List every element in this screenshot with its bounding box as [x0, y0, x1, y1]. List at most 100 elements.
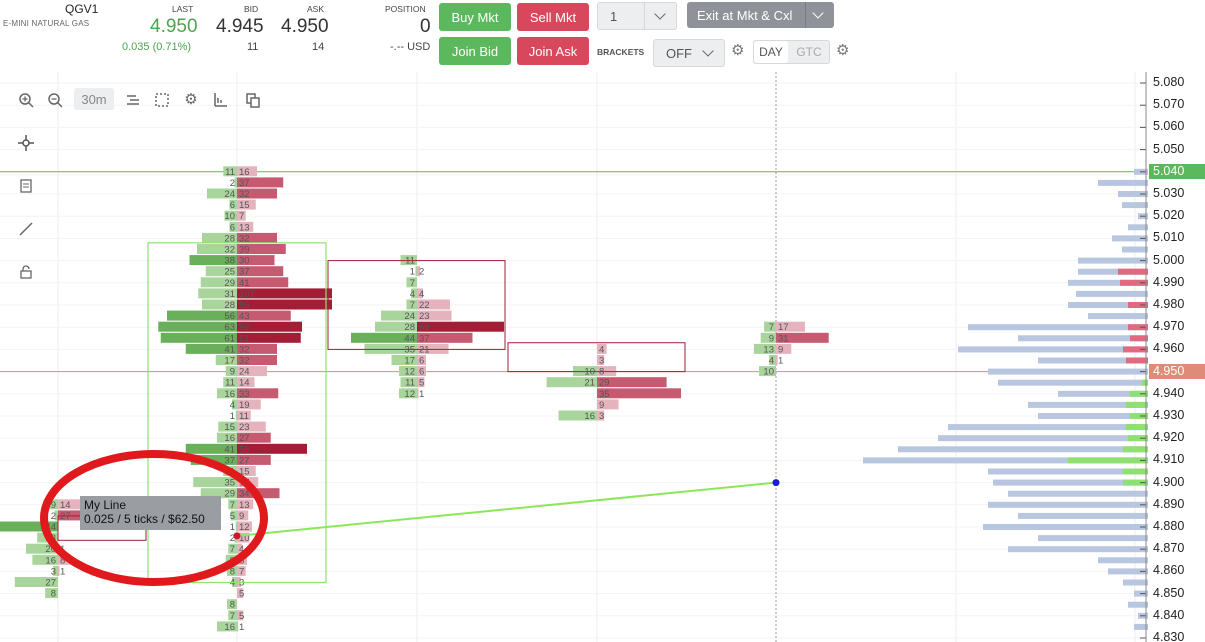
price-tick-label: 4.840 — [1153, 607, 1185, 622]
candle-5-bid-value: 9 — [769, 333, 774, 344]
candle-3-bid-bar — [351, 332, 417, 343]
candle-2-ask-bar — [237, 288, 332, 299]
notes-icon[interactable] — [13, 173, 39, 199]
volume-profile-bar — [958, 346, 1148, 353]
candle-2-bid-value: 56 — [224, 311, 235, 322]
candle-5-ask-value: 9 — [778, 344, 783, 355]
volume-profile-bar — [1122, 202, 1148, 209]
quantity-select[interactable]: 1 — [597, 2, 677, 30]
time-in-force-toggle[interactable]: DAY GTC — [753, 40, 830, 64]
selection-icon[interactable] — [152, 90, 172, 110]
candle-2-bid-bar — [185, 443, 237, 454]
symbol[interactable]: QGV1 — [65, 2, 99, 16]
candle-2-ask-value: 11 — [239, 411, 249, 422]
template-icon[interactable] — [243, 90, 263, 110]
buy-market-button[interactable]: Buy Mkt — [439, 3, 511, 31]
candle-2-bid-bar — [234, 177, 237, 188]
price-tick-label: 5.070 — [1153, 97, 1185, 112]
candle-2-bid-bar — [232, 399, 237, 410]
candle-3-ask-bar — [417, 388, 419, 399]
candle-2-bid-value: 41 — [224, 444, 235, 455]
chart-type-icon[interactable] — [210, 90, 230, 110]
volume-profile-bar — [1058, 390, 1148, 397]
price-tick-label: 5.000 — [1153, 252, 1185, 267]
price-tick-label: 5.010 — [1153, 230, 1185, 245]
bars-icon[interactable] — [123, 90, 143, 110]
sell-market-button[interactable]: Sell Mkt — [517, 3, 589, 31]
candle-2-ask-bar — [237, 510, 249, 521]
volume-profile-bar — [1068, 302, 1148, 308]
candle-2-bid-value: 11 — [225, 167, 235, 178]
candle-1-bid-bar — [26, 543, 58, 554]
candle-3-ask-value: 6 — [419, 367, 424, 378]
candle-5-bid-value: 7 — [769, 322, 774, 333]
volume-profile-buy — [1130, 390, 1148, 397]
candle-2-bid-value: 15 — [224, 422, 235, 433]
candle-4-ask-bar — [597, 388, 681, 399]
candle-3-bid-value: 12 — [404, 389, 415, 400]
candle-2-bid-bar — [205, 266, 237, 277]
candle-1-ask-value: 27 — [60, 511, 71, 522]
trend-line-start-point — [233, 532, 241, 540]
candle-1-bid-bar — [45, 588, 58, 599]
zoom-in-icon[interactable] — [16, 90, 36, 110]
brackets-settings-icon[interactable]: ⚙ — [731, 42, 745, 59]
join-ask-button[interactable]: Join Ask — [517, 37, 589, 65]
crosshair-icon[interactable] — [13, 130, 39, 156]
footprint-chart[interactable]: 11 16 2 37 24 32 6 15 10 7 6 13 28 32 32 39 38 30 25 37 29 41… — [0, 72, 1205, 642]
settings-icon[interactable]: ⚙ — [184, 90, 198, 108]
candle-3-box — [327, 260, 506, 350]
candle-2-ask-bar — [237, 266, 284, 277]
exit-at-market-button[interactable]: Exit at Mkt & Cxl — [687, 2, 834, 28]
line-tool-icon[interactable] — [13, 216, 39, 242]
volume-profile-bar — [1108, 568, 1148, 575]
order-settings-icon[interactable]: ⚙ — [836, 42, 850, 59]
candle-2-bid-value: 41 — [224, 344, 235, 355]
join-bid-button[interactable]: Join Bid — [439, 37, 511, 65]
position-label: POSITION — [385, 4, 426, 14]
candle-2-bid-bar — [185, 343, 237, 354]
price-tick-label: 4.970 — [1153, 319, 1185, 334]
candle-2-bid-bar — [217, 432, 237, 443]
candle-4-ask-value: 3 — [599, 356, 604, 367]
candle-3-bid-bar — [391, 355, 417, 365]
price-tick-label: 4.910 — [1153, 452, 1185, 467]
candle-4-ask-bar — [597, 343, 607, 354]
candle-2-ask-value: 13 — [239, 500, 250, 511]
volume-profile-bar — [1112, 235, 1148, 242]
volume-profile-buy — [1123, 468, 1148, 475]
last-label: LAST — [172, 4, 194, 14]
lock-icon[interactable] — [13, 259, 39, 285]
candle-2-ask-bar — [237, 177, 284, 188]
candle-1-ask-bar — [58, 499, 81, 510]
volume-profile-bar — [938, 435, 1148, 442]
tif-gtc-option[interactable]: GTC — [796, 45, 822, 59]
timeframe-button[interactable]: 30m — [74, 88, 114, 110]
candle-2-bid-value: 25 — [224, 267, 235, 278]
candle-3-bid-value: 1 — [410, 267, 415, 278]
candle-2-ask-value: 86 — [239, 300, 250, 311]
brackets-select[interactable]: OFF — [653, 39, 725, 67]
tif-day-option[interactable]: DAY — [754, 41, 788, 63]
candle-2-ask-value: 43 — [239, 311, 250, 322]
candle-1-bid-value: 2 — [51, 511, 56, 522]
candle-2-ask-value: 34 — [239, 489, 250, 500]
zoom-out-icon[interactable] — [45, 90, 65, 110]
candle-2-ask-bar — [237, 199, 256, 210]
candle-2-ask-bar — [237, 310, 291, 321]
candle-3-bid-bar — [411, 288, 417, 299]
candle-3-bid-value: 11 — [405, 378, 415, 389]
volume-profile-sell — [1120, 279, 1148, 286]
candle-2-ask-bar — [237, 321, 302, 332]
candle-2-bid-bar — [223, 377, 237, 388]
candle-2-bid-value: 61 — [224, 333, 235, 344]
candle-3-bid-value: 28 — [404, 322, 415, 333]
price-tick-label: 4.990 — [1153, 274, 1185, 289]
candle-2-ask-bar — [237, 454, 271, 465]
candle-2-ask-bar — [237, 299, 332, 310]
volume-profile-bar — [1123, 579, 1148, 586]
volume-profile-bar — [898, 446, 1148, 453]
candle-2-ask-value: 37 — [239, 178, 250, 189]
candle-4-ask-value: 35 — [599, 389, 610, 400]
